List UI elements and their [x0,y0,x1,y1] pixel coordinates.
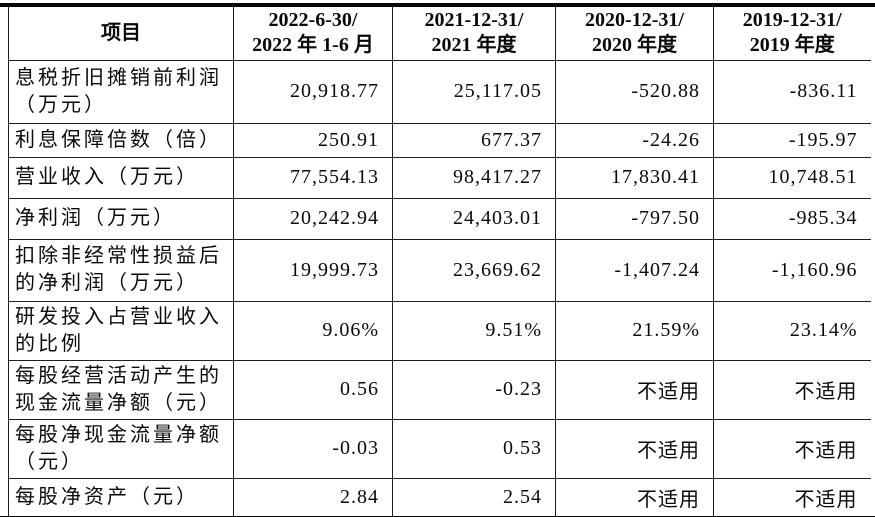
cell-value: -1,407.24 [555,238,714,302]
table-row-net-assets-per-share: 每股净资产（元） 2.84 2.54 不适用 不适用 [8,477,871,516]
cell-value: 25,117.05 [392,59,556,124]
column-header-line2: 2019 年度 [749,34,835,57]
table-row-rd-ratio: 研发投入占营业收入的比例 9.06% 9.51% 21.59% 23.14% [8,300,871,361]
cell-value: 677.37 [392,122,556,158]
cell-value: 77,554.13 [233,156,393,199]
column-header-line1: 2020-12-31/ [585,9,684,32]
column-header-line1: 2022-6-30/ [268,9,358,32]
column-header-line2: 2021 年度 [431,34,517,57]
cell-value: 20,242.94 [233,197,393,240]
cell-value: -24.26 [555,122,714,158]
table-row-interest-coverage: 利息保障倍数（倍） 250.91 677.37 -24.26 -195.97 [8,122,871,158]
cell-value: -195.97 [713,122,871,158]
column-header-line2: 2020 年度 [592,34,677,57]
cell-value: 17,830.41 [555,156,714,199]
row-label: 每股净现金流量净额（元） [8,418,234,479]
cell-value: 0.53 [392,418,556,479]
cell-value: 23,669.62 [392,238,556,302]
cell-value: 20,918.77 [233,59,393,124]
financial-indicators-table: 项目 2022-6-30/ 2022 年 1-6 月 2021-12-31/ 2… [8,7,871,516]
cell-value: 9.06% [233,300,393,361]
table-row-revenue: 营业收入（万元） 77,554.13 98,417.27 17,830.41 1… [8,156,871,199]
column-header-item-name: 项目 [8,7,234,61]
column-header-line1: 2019-12-31/ [742,9,842,32]
cell-value: 不适用 [555,359,714,420]
column-header-line1: 2021-12-31/ [424,9,524,32]
cell-value: -797.50 [555,197,714,240]
cell-value: 19,999.73 [233,238,393,302]
cell-value: 2.84 [233,477,393,516]
cell-value: -0.23 [392,359,556,420]
column-header-label: 项目 [101,21,141,44]
cell-value: -985.34 [713,197,871,240]
cell-value: 250.91 [233,122,393,158]
cell-value: 不适用 [713,418,871,479]
cell-value: -520.88 [555,59,714,124]
cell-value: 24,403.01 [392,197,556,240]
header-row: 项目 2022-6-30/ 2022 年 1-6 月 2021-12-31/ 2… [8,7,871,61]
table-row-ebitda: 息税折旧摊销前利润（万元） 20,918.77 25,117.05 -520.8… [8,59,871,124]
cell-value: 不适用 [555,418,714,479]
row-label: 研发投入占营业收入的比例 [8,300,234,361]
top-rule [0,3,875,7]
column-header-2020: 2020-12-31/ 2020 年度 [555,7,714,61]
row-label: 利息保障倍数（倍） [8,122,234,158]
cell-value: 9.51% [392,300,556,361]
column-header-2019: 2019-12-31/ 2019 年度 [713,7,871,61]
row-label: 每股净资产（元） [8,477,234,516]
cell-value: 10,748.51 [713,156,871,199]
row-label: 净利润（万元） [8,197,234,240]
row-label: 扣除非经常性损益后的净利润（万元） [8,238,234,302]
row-label: 息税折旧摊销前利润（万元） [8,59,234,124]
row-label: 每股经营活动产生的现金流量净额（元） [8,359,234,420]
cell-value: -1,160.96 [713,238,871,302]
column-header-line2: 2022 年 1-6 月 [252,34,374,57]
row-label: 营业收入（万元） [8,156,234,199]
cell-value: -836.11 [713,59,871,124]
cell-value: 不适用 [555,477,714,516]
table-row-net-profit-excl-nonrecurring: 扣除非经常性损益后的净利润（万元） 19,999.73 23,669.62 -1… [8,238,871,302]
cell-value: 21.59% [555,300,714,361]
cell-value: 98,417.27 [392,156,556,199]
table-row-operating-cashflow-per-share: 每股经营活动产生的现金流量净额（元） 0.56 -0.23 不适用 不适用 [8,359,871,420]
cell-value: 0.56 [233,359,393,420]
cell-value: 2.54 [392,477,556,516]
table-row-net-cashflow-per-share: 每股净现金流量净额（元） -0.03 0.53 不适用 不适用 [8,418,871,479]
cell-value: 23.14% [713,300,871,361]
document-page: 项目 2022-6-30/ 2022 年 1-6 月 2021-12-31/ 2… [0,3,875,517]
column-header-2022: 2022-6-30/ 2022 年 1-6 月 [233,7,393,61]
table-row-net-profit: 净利润（万元） 20,242.94 24,403.01 -797.50 -985… [8,197,871,240]
cell-value: -0.03 [233,418,393,479]
column-header-2021: 2021-12-31/ 2021 年度 [392,7,556,61]
cell-value: 不适用 [713,477,871,516]
cell-value: 不适用 [713,359,871,420]
